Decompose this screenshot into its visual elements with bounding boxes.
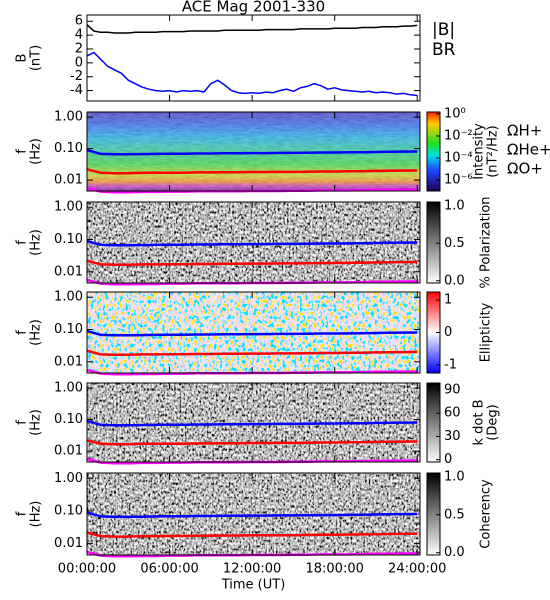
colorbar xyxy=(426,382,441,463)
x-tick-label: 00:00:00 xyxy=(58,562,116,577)
series-line xyxy=(86,239,418,247)
y-axis-label: (nT) xyxy=(29,45,44,71)
y-axis-label: f xyxy=(15,240,30,245)
colorbar-label: (Deg) xyxy=(486,404,501,440)
y-tick-label: 1.00 xyxy=(54,471,83,486)
legend-label: |B| xyxy=(432,20,455,40)
colorbar-tick-label: 10⁻⁴ xyxy=(444,150,473,165)
y-tick-label: 0.01 xyxy=(54,173,83,188)
x-tick-label: 18:00:00 xyxy=(305,562,363,577)
y-tick-label: 0.01 xyxy=(54,264,83,279)
colorbar-tick-label: 10⁻⁶ xyxy=(444,172,473,187)
colorbar-label: Intensity xyxy=(472,123,487,180)
y-tick-label: -2 xyxy=(70,69,83,84)
series-line xyxy=(86,349,418,357)
y-axis-label: (Hz) xyxy=(29,409,44,436)
colorbar xyxy=(426,201,441,284)
y-axis-label: f xyxy=(15,511,30,516)
plot-frame xyxy=(86,14,421,102)
colorbar-label: k dot B xyxy=(472,399,487,445)
y-tick-label: 0.10 xyxy=(54,322,83,337)
x-tick-label: 12:00:00 xyxy=(223,562,281,577)
chart-title: ACE Mag 2001-330 xyxy=(182,0,325,16)
colorbar-label: Ellipticity xyxy=(479,302,494,362)
y-tick-label: 1.00 xyxy=(54,290,83,305)
y-tick-label: 0.10 xyxy=(54,503,83,518)
series-line xyxy=(86,24,418,34)
colorbar-tick-label: 60 xyxy=(444,406,461,421)
colorbar-label: % Polarization xyxy=(479,196,494,288)
y-tick-label: 0.10 xyxy=(54,232,83,247)
series-line xyxy=(86,51,418,97)
colorbar-tick-label: 1.0 xyxy=(444,469,465,484)
y-axis-label: f xyxy=(15,149,30,154)
series-line xyxy=(86,329,418,337)
y-axis-label: f xyxy=(15,330,30,335)
colorbar-tick-label: 10⁻² xyxy=(444,128,473,143)
plot-frame xyxy=(86,201,421,284)
legend-label: ΩHe+ xyxy=(507,141,550,159)
y-tick-label: 1.00 xyxy=(54,381,83,396)
colorbar-tick-label: 1.0 xyxy=(444,198,465,213)
x-tick-label: 06:00:00 xyxy=(140,562,198,577)
colorbar xyxy=(426,111,441,192)
colorbar-label: (nT²/Hz) xyxy=(486,125,501,178)
colorbar-tick-label: 0.5 xyxy=(444,507,465,522)
y-tick-label: 0 xyxy=(75,55,83,70)
y-axis-label: (Hz) xyxy=(29,229,44,256)
plot-frame xyxy=(86,291,421,374)
y-axis-label: (Hz) xyxy=(29,138,44,165)
y-axis-label: (Hz) xyxy=(29,501,44,528)
plot-frame xyxy=(86,382,421,463)
legend-label: BR xyxy=(432,40,456,60)
colorbar-tick-label: 10⁰ xyxy=(444,106,466,121)
colorbar-label: Coherency xyxy=(479,479,494,549)
y-tick-label: 1.00 xyxy=(54,200,83,215)
y-axis-label: f xyxy=(15,420,30,425)
y-axis-label: B xyxy=(15,54,30,63)
colorbar-tick-label: 0.0 xyxy=(444,273,465,288)
y-tick-label: -4 xyxy=(70,83,83,98)
x-tick-label: 24:00:00 xyxy=(388,562,446,577)
plot-frame xyxy=(86,472,421,556)
y-axis-label: (Hz) xyxy=(29,319,44,346)
colorbar-tick-label: 0.0 xyxy=(444,545,465,560)
series-line xyxy=(86,259,418,267)
x-axis-label: Time (UT) xyxy=(221,578,286,593)
colorbar-tick-label: 90 xyxy=(444,382,461,397)
y-tick-label: 0.01 xyxy=(54,444,83,459)
series-line xyxy=(86,439,418,446)
series-line xyxy=(86,511,418,519)
series-line xyxy=(86,148,418,156)
colorbar-tick-label: 1 xyxy=(444,293,452,308)
colorbar-tick-label: 0 xyxy=(444,452,452,467)
y-tick-label: 0.01 xyxy=(54,536,83,551)
colorbar xyxy=(426,472,441,556)
y-tick-label: 0.10 xyxy=(54,141,83,156)
colorbar-tick-label: 30 xyxy=(444,429,461,444)
y-tick-label: 4 xyxy=(75,28,83,43)
colorbar-tick-label: -1 xyxy=(444,357,457,372)
legend-label: ΩH+ xyxy=(507,122,542,140)
y-tick-label: 2 xyxy=(75,41,83,56)
legend-label: ΩO+ xyxy=(507,160,543,178)
y-tick-label: 1.00 xyxy=(54,110,83,125)
colorbar-tick-label: 0.5 xyxy=(444,236,465,251)
y-tick-label: 6 xyxy=(75,14,83,29)
y-tick-label: 0.10 xyxy=(54,412,83,427)
y-tick-label: 0.01 xyxy=(54,354,83,369)
series-line xyxy=(86,531,418,538)
series-line xyxy=(86,419,418,427)
series-line xyxy=(86,168,418,175)
colorbar-tick-label: 0 xyxy=(444,325,452,340)
plot-frame xyxy=(86,111,421,192)
